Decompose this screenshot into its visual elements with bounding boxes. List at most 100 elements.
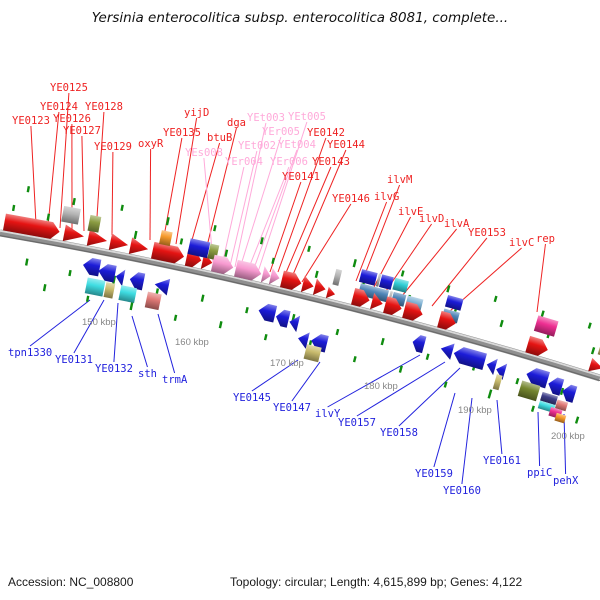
gene-label[interactable]: YE0146 — [332, 193, 370, 205]
gene-glyph-blue-head[interactable] — [494, 361, 508, 380]
gene-label[interactable]: YEt002 — [238, 140, 276, 152]
gene-label[interactable]: tpn1330 — [8, 347, 52, 359]
gene-label[interactable]: ilvM — [387, 174, 412, 186]
gene-label[interactable]: YE0161 — [483, 455, 521, 467]
gene-label[interactable]: YE0145 — [233, 392, 271, 404]
gene-label[interactable]: YE0143 — [312, 156, 350, 168]
gene-label[interactable]: ilvD — [419, 213, 444, 225]
gene-label[interactable]: YE0126 — [53, 113, 91, 125]
gene-glyph-red-head[interactable] — [325, 286, 337, 301]
gene-glyph-salmon-box[interactable] — [554, 399, 569, 412]
gene-label[interactable]: sth — [138, 368, 157, 380]
gene-label[interactable]: YEt003 — [247, 112, 285, 124]
gene-glyph-pink-head[interactable] — [260, 266, 273, 284]
gene-label[interactable]: pehX — [553, 475, 579, 487]
gene-label[interactable]: YEr005 — [262, 126, 300, 138]
gene-glyph-blue-head[interactable] — [114, 268, 126, 287]
gene-glyph-red-head[interactable] — [588, 357, 600, 375]
gene-glyph-khaki-box[interactable] — [103, 282, 116, 299]
gene-label[interactable]: dga — [227, 117, 246, 129]
gene-label[interactable]: YEs008 — [185, 147, 223, 159]
gene-glyph-khaki-box[interactable] — [303, 344, 322, 363]
gene-label[interactable]: YE0141 — [282, 171, 320, 183]
gene-label[interactable]: YEt005 — [288, 111, 326, 123]
gene-glyph-blue-head[interactable] — [439, 340, 455, 360]
gene-label[interactable]: btuB — [207, 132, 232, 144]
gene-glyph-gray-box[interactable] — [332, 268, 343, 286]
gene-glyph-red-head[interactable] — [86, 229, 109, 249]
gene-glyph-blue-arrow[interactable] — [560, 383, 578, 403]
gene-label[interactable]: ilvY — [315, 408, 341, 420]
gene-glyph-blue-box[interactable] — [378, 274, 394, 290]
gene-glyph-red-arrow[interactable] — [279, 270, 303, 292]
gene-label[interactable]: YE0123 — [12, 115, 50, 127]
gene-glyph-red-arrow[interactable] — [525, 335, 550, 358]
gene-label[interactable]: YE0158 — [380, 427, 418, 439]
gene-label[interactable]: YEt004 — [278, 139, 316, 151]
gene-glyph-blue-box[interactable] — [187, 238, 211, 259]
gene-glyph-blue-arrow[interactable] — [524, 366, 550, 389]
gene-glyph-teal-box[interactable] — [392, 277, 409, 293]
gene-label[interactable]: rep — [536, 233, 555, 245]
gene-glyph-khaki-box[interactable] — [492, 374, 503, 391]
gene-glyph-blue-arrow[interactable] — [274, 308, 291, 328]
gene-label[interactable]: YE0128 — [85, 101, 123, 113]
genome-backbone[interactable] — [0, 229, 600, 382]
gene-glyph-blue-arrow[interactable] — [81, 257, 102, 277]
gene-glyph-cyan-box[interactable] — [84, 277, 106, 297]
gene-label[interactable]: yijD — [184, 107, 209, 119]
gene-glyph-cyan-box[interactable] — [118, 285, 138, 304]
gene-glyph-red-head[interactable] — [369, 292, 385, 312]
gene-glyph-blue-head[interactable] — [296, 330, 310, 349]
gene-glyph-blue-arrow[interactable] — [410, 334, 427, 354]
gene-glyph-blue-arrow[interactable] — [546, 375, 565, 396]
gene-glyph-dsblue-box[interactable] — [540, 391, 558, 406]
gene-label[interactable]: ilvA — [444, 218, 470, 230]
gene-glyph-red-head[interactable] — [300, 275, 316, 295]
gene-glyph-blue-head[interactable] — [153, 276, 171, 296]
gene-glyph-blue-box[interactable] — [444, 294, 464, 311]
gene-glyph-red-head[interactable] — [62, 224, 86, 244]
gene-label[interactable]: YE0159 — [415, 468, 453, 480]
gene-label[interactable]: YE0153 — [468, 227, 506, 239]
gene-label[interactable]: YE0157 — [338, 417, 376, 429]
gene-glyph-salmon-box[interactable] — [144, 291, 162, 311]
gene-label[interactable]: YE0125 — [50, 82, 88, 94]
gene-label[interactable]: YE0124 — [40, 101, 78, 113]
gene-label[interactable]: YE0129 — [94, 141, 132, 153]
gene-glyph-blue-arrow[interactable] — [128, 271, 146, 291]
gene-glyph-blue-box[interactable] — [358, 269, 378, 286]
gene-glyph-gray-box[interactable] — [375, 273, 382, 287]
gene-label[interactable]: oxyR — [138, 138, 164, 150]
gene-glyph-red-arrow[interactable] — [383, 296, 404, 317]
gene-glyph-blue-head[interactable] — [287, 314, 301, 333]
gene-label[interactable]: YE0142 — [307, 127, 345, 139]
gene-glyph-blue-head[interactable] — [484, 356, 498, 376]
gene-glyph-deeppink-box[interactable] — [533, 315, 559, 337]
gene-label[interactable]: YEr004 — [225, 156, 263, 168]
gene-glyph-orange-box[interactable] — [159, 230, 173, 247]
gene-glyph-red-arrow[interactable] — [402, 301, 425, 322]
gene-glyph-orange-box[interactable] — [554, 412, 567, 424]
gene-glyph-gray-box[interactable] — [61, 205, 81, 225]
gene-glyph-red-head[interactable] — [312, 278, 328, 298]
gene-label[interactable]: ilvE — [398, 206, 423, 218]
gene-label[interactable]: YE0135 — [163, 127, 201, 139]
gene-label[interactable]: trmA — [162, 374, 188, 386]
gene-label[interactable]: YE0127 — [63, 125, 101, 137]
gene-glyph-red-arrow[interactable] — [2, 213, 61, 241]
gene-glyph-red-arrow[interactable] — [437, 310, 458, 332]
gene-label[interactable]: YE0147 — [273, 402, 311, 414]
gene-glyph-steel-box[interactable] — [357, 283, 390, 303]
gene-label[interactable]: YE0160 — [443, 485, 481, 497]
gene-glyph-red-arrow[interactable] — [150, 241, 186, 265]
gene-glyph-olive-box[interactable] — [517, 380, 541, 402]
gene-label[interactable]: ppiC — [527, 467, 552, 479]
gene-glyph-red-arrow[interactable] — [351, 288, 372, 309]
gene-glyph-pink-head[interactable] — [268, 267, 282, 287]
gene-label[interactable]: ilvG — [374, 191, 399, 203]
gene-label[interactable]: YEr006 — [270, 156, 308, 168]
gene-glyph-blue-arrow[interactable] — [452, 345, 487, 370]
gene-label[interactable]: ilvC — [509, 237, 534, 249]
gene-glyph-olive2-box[interactable] — [87, 214, 102, 233]
